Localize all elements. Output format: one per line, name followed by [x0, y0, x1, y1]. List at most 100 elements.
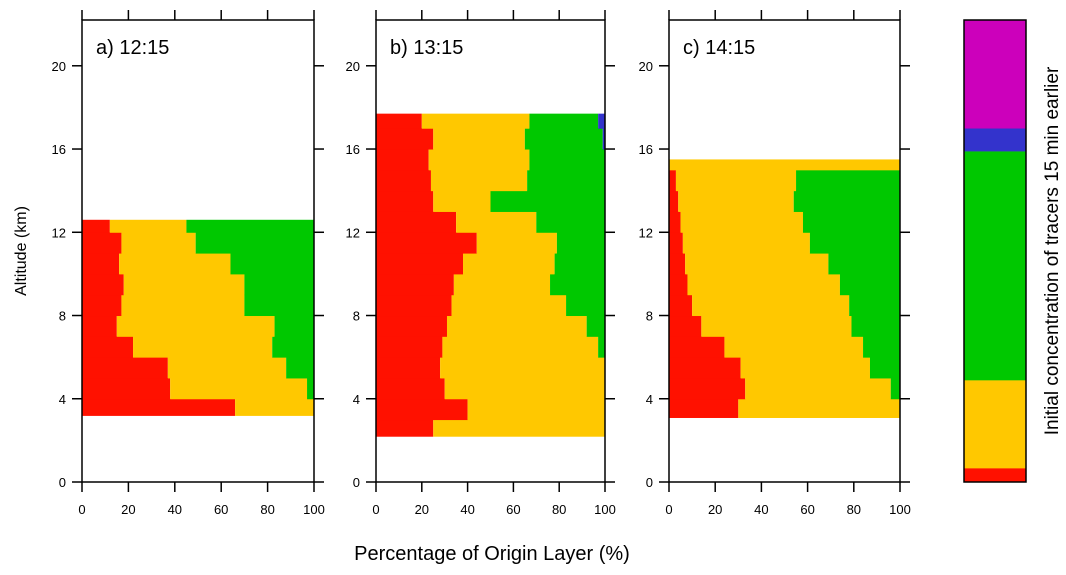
profile-segment [556, 232, 605, 254]
profile-segment [170, 377, 308, 400]
y-tick-label: 20 [52, 59, 66, 74]
profile-segment [890, 377, 900, 400]
y-tick-label: 12 [346, 225, 360, 240]
x-tick-label: 60 [214, 502, 228, 517]
profile-segment [376, 253, 464, 275]
colorbar-frame [963, 19, 1027, 483]
profile-segment [669, 377, 746, 400]
profile-segment [586, 315, 605, 337]
profile-segment [602, 128, 605, 150]
profile-segment [444, 377, 605, 400]
profile-segment [272, 336, 314, 358]
profile-segment [376, 273, 454, 296]
x-tick-label: 20 [708, 502, 722, 517]
profile-segment [680, 211, 803, 233]
panel-label: a) 12:15 [96, 37, 169, 59]
colorbar-label: Initial concentration of tracers 15 min … [1042, 66, 1063, 435]
x-tick-label: 40 [754, 502, 768, 517]
profile-segment [167, 357, 287, 379]
x-tick-label: 60 [506, 502, 520, 517]
profile-segment [701, 315, 852, 337]
y-tick-label: 12 [52, 225, 66, 240]
profile-segment [669, 398, 739, 418]
y-tick-label: 4 [353, 392, 360, 407]
profile-segment [421, 113, 530, 129]
y-tick-label: 20 [346, 59, 360, 74]
profile-segment [307, 377, 314, 400]
profile-segment [453, 273, 551, 296]
profile-segment [376, 357, 441, 379]
profile-segment [809, 232, 900, 254]
profile-segment [692, 294, 850, 317]
profile-segment [451, 294, 567, 317]
profile-segment [376, 232, 477, 254]
profile-segment [669, 169, 676, 192]
y-tick-label: 4 [646, 392, 653, 407]
x-tick-label: 0 [665, 502, 672, 517]
profile-segment [274, 315, 314, 337]
profile-segment [678, 190, 794, 212]
profile-segment [554, 253, 605, 275]
profile-segment [669, 294, 693, 317]
colorbar-segment [964, 128, 1026, 152]
profile-segment [433, 419, 605, 437]
profile-segment [745, 377, 891, 400]
profile-segment [669, 232, 683, 254]
profile-segment [376, 315, 447, 337]
profile-segment [467, 398, 605, 421]
profile-segment [685, 253, 829, 275]
profile-segment [669, 253, 686, 275]
y-tick-label: 0 [353, 475, 360, 490]
profile-segment [687, 273, 840, 296]
profile-segment [669, 357, 741, 379]
profile-segment [740, 357, 870, 379]
profile-segment [82, 232, 122, 254]
profile-segment [793, 190, 900, 212]
profile-segment [490, 190, 605, 212]
profile-segment [536, 211, 605, 233]
profile-segment [376, 419, 434, 437]
x-tick-label: 80 [552, 502, 566, 517]
profile-segment [376, 190, 434, 212]
profile-segment [802, 211, 900, 233]
profile-segment [669, 159, 900, 171]
y-axis-label: Altitude (km) [13, 206, 30, 296]
profile-segment [123, 273, 245, 296]
colorbar-segment [964, 468, 1026, 483]
profile-segment [82, 253, 120, 275]
y-tick-label: 0 [646, 475, 653, 490]
profile-segment [682, 232, 810, 254]
profile-segment [738, 398, 900, 418]
profile-segment [82, 219, 110, 233]
profile-segment [82, 315, 117, 337]
x-tick-label: 80 [847, 502, 861, 517]
profile-segment [376, 398, 468, 421]
profile-segment [566, 294, 605, 317]
profile-segment [121, 294, 245, 317]
profile-segment [376, 149, 429, 171]
profile-segment [433, 190, 491, 212]
profile-segment [524, 128, 603, 150]
profile-segment [286, 357, 314, 379]
colorbar-segment [964, 151, 1026, 381]
profile-segment [376, 113, 422, 129]
profile-segment [463, 253, 555, 275]
profile-segment [828, 253, 900, 275]
x-tick-label: 20 [415, 502, 429, 517]
x-tick-label: 20 [121, 502, 135, 517]
plot-frame [81, 19, 315, 483]
x-tick-label: 0 [78, 502, 85, 517]
profile-segment [82, 336, 134, 358]
profile-segment [186, 219, 314, 233]
profile-segment [724, 336, 864, 358]
profile-segment [430, 169, 528, 192]
profile-segment [244, 273, 314, 296]
profile-segment [669, 273, 688, 296]
profile-segment [376, 336, 443, 358]
profile-segment [796, 169, 900, 192]
profile-segment [598, 336, 605, 358]
profile-segment [428, 149, 530, 171]
y-tick-label: 16 [639, 142, 653, 157]
y-tick-label: 4 [59, 392, 66, 407]
x-axis-label: Percentage of Origin Layer (%) [354, 543, 630, 565]
